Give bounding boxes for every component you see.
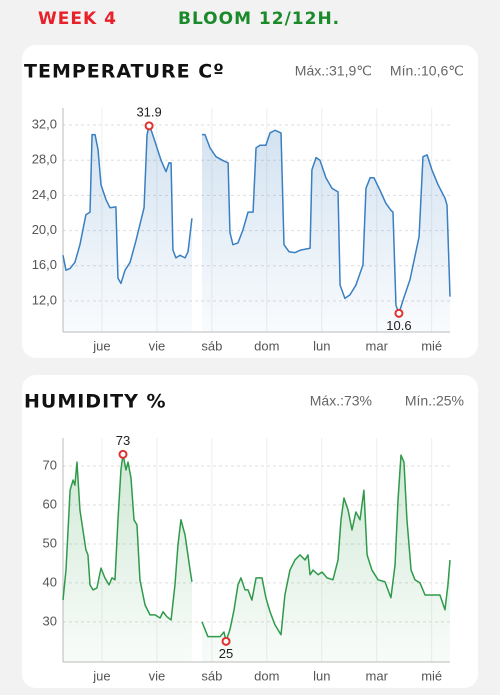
x-tick-label: mar bbox=[366, 338, 389, 353]
y-tick-label: 20,0 bbox=[32, 222, 57, 237]
x-tick-label: sáb bbox=[201, 338, 222, 353]
x-tick-label: lun bbox=[313, 668, 330, 683]
y-tick-label: 60 bbox=[43, 496, 57, 511]
chart-title: HUMIDITY % bbox=[24, 391, 167, 413]
y-tick-label: 50 bbox=[43, 535, 57, 550]
x-tick-label: mar bbox=[366, 668, 389, 683]
x-tick-label: jue bbox=[92, 668, 110, 683]
area bbox=[201, 455, 450, 662]
x-tick-label: vie bbox=[149, 668, 166, 683]
x-tick-label: dom bbox=[254, 668, 279, 683]
x-tick-label: mié bbox=[421, 338, 442, 353]
extreme-marker bbox=[221, 636, 231, 646]
max-label: Máx.:73% bbox=[310, 393, 372, 409]
min-label: Mín.:10,6℃ bbox=[390, 63, 464, 79]
x-tick-label: jue bbox=[92, 338, 110, 353]
y-tick-label: 70 bbox=[43, 457, 57, 472]
extreme-label: 10.6 bbox=[386, 318, 411, 333]
y-tick-label: 12,0 bbox=[32, 292, 57, 307]
area bbox=[63, 125, 192, 332]
y-tick-label: 32,0 bbox=[32, 116, 57, 131]
y-tick-label: 28,0 bbox=[32, 152, 57, 167]
week-label: WEEK 4 bbox=[38, 9, 117, 29]
x-tick-label: vie bbox=[149, 338, 166, 353]
extreme-marker bbox=[144, 121, 154, 131]
area bbox=[63, 454, 192, 662]
y-tick-label: 30 bbox=[43, 613, 57, 628]
extreme-marker bbox=[394, 308, 404, 318]
x-tick-label: mié bbox=[421, 668, 442, 683]
extreme-label: 31.9 bbox=[136, 104, 161, 119]
x-tick-label: sáb bbox=[201, 668, 222, 683]
line bbox=[62, 453, 451, 643]
extreme-marker bbox=[118, 449, 128, 459]
max-label: Máx.:31,9℃ bbox=[295, 63, 372, 79]
x-tick-label: lun bbox=[313, 338, 330, 353]
line bbox=[62, 125, 451, 315]
extreme-label: 73 bbox=[116, 433, 130, 448]
y-tick-label: 40 bbox=[43, 574, 57, 589]
y-tick-label: 16,0 bbox=[32, 257, 57, 272]
phase-label: BLOOM 12/12H. bbox=[178, 9, 340, 29]
y-tick-label: 24,0 bbox=[32, 187, 57, 202]
extreme-label: 25 bbox=[219, 646, 233, 661]
min-label: Mín.:25% bbox=[405, 393, 464, 409]
chart-title: TEMPERATURE Cº bbox=[24, 61, 225, 83]
x-tick-label: dom bbox=[254, 338, 279, 353]
area bbox=[201, 130, 450, 332]
